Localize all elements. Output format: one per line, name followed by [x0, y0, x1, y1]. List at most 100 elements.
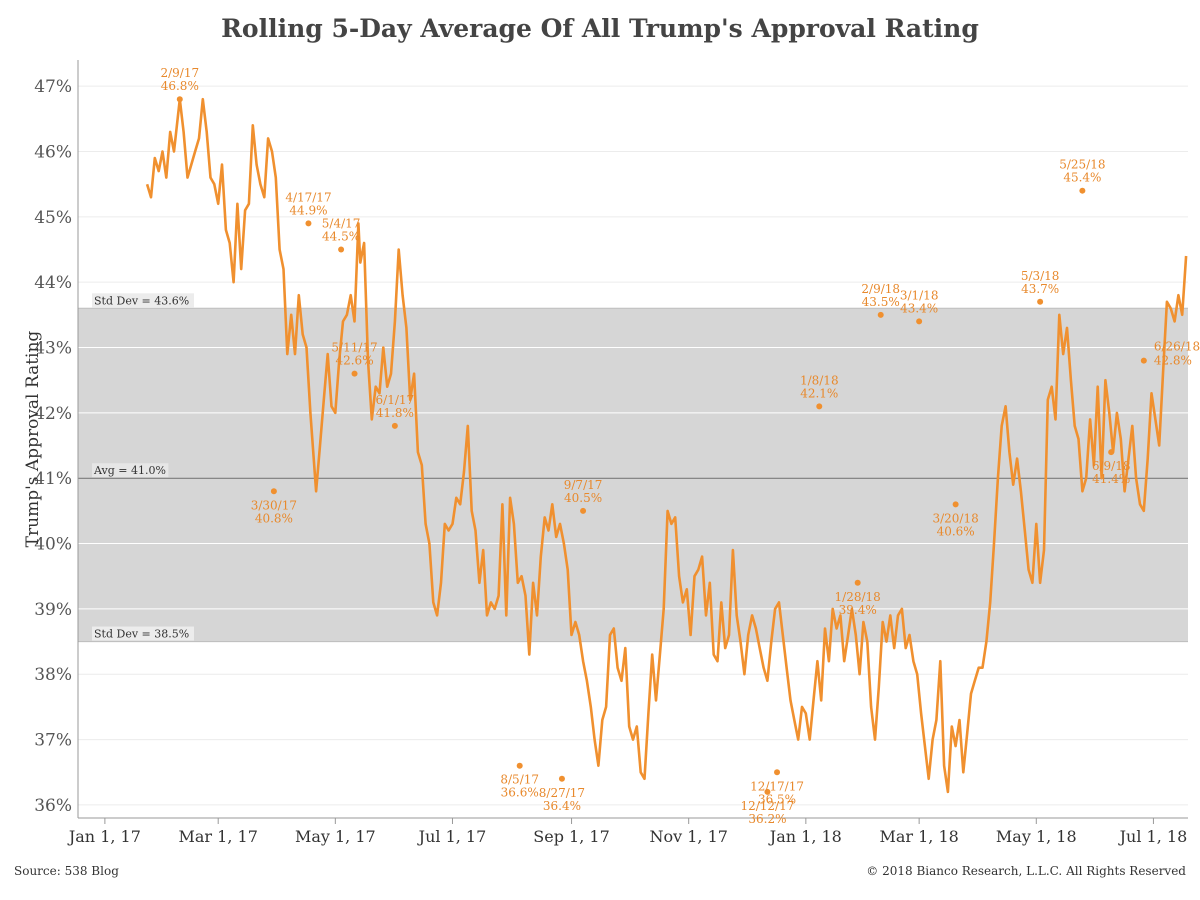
chart-title: Rolling 5-Day Average Of All Trump's App… — [221, 14, 979, 43]
annotation-date: 8/5/17 — [500, 773, 539, 787]
annotation-date: 1/8/18 — [800, 373, 839, 387]
annotation-date: 6/1/17 — [376, 393, 415, 407]
reference-label-bg — [92, 626, 194, 641]
x-tick-label: Sep 1, 17 — [533, 827, 609, 846]
annotation-point — [952, 501, 959, 508]
x-tick-label: Jan 1, 17 — [67, 827, 141, 846]
annotation-point — [338, 246, 345, 253]
annotation-date: 1/28/18 — [835, 590, 881, 604]
annotation-date: 5/4/17 — [322, 217, 361, 231]
annotation-point — [516, 762, 523, 769]
y-tick-label: 36% — [34, 796, 72, 816]
reference-label: Std Dev = 43.6% — [94, 294, 189, 307]
x-tick-label: Jan 1, 18 — [768, 827, 842, 846]
y-tick-label: 38% — [34, 665, 72, 685]
reference-label-bg — [92, 293, 194, 308]
annotation-point — [580, 507, 587, 514]
approval-series-line — [145, 97, 1188, 794]
annotation-point — [1079, 187, 1086, 194]
annotation-date: 6/26/18 — [1154, 340, 1200, 354]
x-tick-label: Mar 1, 17 — [179, 827, 258, 846]
y-tick-label: 47% — [34, 77, 72, 97]
annotation-point — [816, 403, 823, 410]
annotation-value: 45.4% — [1063, 171, 1101, 185]
annotation-date: 12/12/17 — [740, 799, 794, 813]
reference-label: Std Dev = 38.5% — [94, 628, 189, 641]
x-tick-label: Nov 1, 17 — [649, 827, 727, 846]
annotation-point — [764, 788, 771, 795]
annotation-point — [305, 220, 312, 227]
annotation-date: 2/9/17 — [160, 66, 199, 80]
y-tick-label: 40% — [34, 535, 72, 555]
x-tick-label: Mar 1, 18 — [879, 827, 958, 846]
annotation-value: 36.5% — [758, 792, 796, 806]
annotation-date: 3/20/18 — [932, 511, 978, 525]
annotation-value: 44.5% — [322, 230, 360, 244]
annotation-point — [854, 579, 861, 586]
annotation-value: 43.7% — [1021, 282, 1059, 296]
annotation-point — [774, 769, 781, 776]
std-dev-band — [78, 308, 1188, 642]
y-tick-label: 46% — [34, 142, 72, 162]
annotation-value: 42.8% — [1154, 354, 1192, 368]
annotation-value: 42.1% — [800, 386, 838, 400]
copyright-note: © 2018 Bianco Research, L.L.C. All Right… — [866, 864, 1186, 878]
series-line — [145, 97, 1188, 794]
annotation-value: 41.8% — [376, 406, 414, 420]
y-tick-label: 45% — [34, 208, 72, 228]
annotation-value: 36.4% — [543, 799, 581, 813]
y-tick-label: 39% — [34, 600, 72, 620]
annotation-point — [270, 488, 277, 495]
annotation-value: 46.8% — [161, 79, 199, 93]
annotation-point — [351, 370, 358, 377]
y-tick-label: 43% — [34, 339, 72, 359]
x-tick-label: May 1, 17 — [295, 827, 376, 846]
annotation-point — [877, 311, 884, 318]
axes: 36% 37% 38% 39% 40% 41% 42% 43% 44% 45% 46% 47% Jan … — [23, 60, 1188, 846]
y-axis-label: Trump's Approval Rating — [23, 331, 43, 548]
std-dev-band-rect — [78, 308, 1188, 642]
annotation-date: 3/30/17 — [251, 498, 297, 512]
annotation-date: 12/17/17 — [750, 779, 804, 793]
annotation-point — [558, 775, 565, 782]
annotation-date: 8/27/17 — [539, 786, 585, 800]
annotation-point — [391, 422, 398, 429]
annotation-value: 39.4% — [839, 603, 877, 617]
annotation-point — [916, 318, 923, 325]
annotation-value: 43.5% — [862, 295, 900, 309]
reference-label-bg — [92, 463, 169, 478]
annotation-point — [1140, 357, 1147, 364]
annotation-value: 36.6% — [501, 786, 539, 800]
annotation-date: 2/9/18 — [861, 282, 900, 296]
annotation-date: 9/7/17 — [564, 478, 603, 492]
y-tick-label: 41% — [34, 469, 72, 489]
y-tick-label: 44% — [34, 273, 72, 293]
annotation-value: 36.2% — [748, 812, 786, 826]
annotation-date: 5/3/18 — [1021, 269, 1060, 283]
annotation-date: 5/25/18 — [1059, 158, 1105, 172]
annotation-point — [1037, 298, 1044, 305]
y-tick-label: 37% — [34, 731, 72, 751]
annotation-value: 41.4% — [1092, 472, 1130, 486]
annotation-date: 6/9/18 — [1092, 459, 1131, 473]
annotation-point — [1108, 449, 1115, 456]
annotation-date: 5/11/17 — [331, 341, 377, 355]
x-tick-label: Jul 1, 17 — [417, 827, 487, 846]
annotation-value: 40.5% — [564, 491, 602, 505]
x-tick-label: May 1, 18 — [996, 827, 1077, 846]
y-tick-label: 42% — [34, 404, 72, 424]
annotation-value: 44.9% — [289, 203, 327, 217]
reference-lines: Std Dev = 43.6% Avg = 41.0% Std Dev = 38.5… — [78, 293, 1188, 643]
source-note: Source: 538 Blog — [14, 864, 119, 878]
annotation-value: 42.6% — [335, 354, 373, 368]
annotation-point — [176, 96, 183, 103]
annotation-value: 43.4% — [900, 301, 938, 315]
x-tick-label: Jul 1, 18 — [1118, 827, 1188, 846]
annotation-date: 3/1/18 — [900, 288, 939, 302]
annotation-value: 40.8% — [255, 511, 293, 525]
annotation-value: 40.6% — [937, 524, 975, 538]
reference-label: Avg = 41.0% — [93, 464, 166, 477]
annotation-date: 4/17/17 — [285, 190, 331, 204]
